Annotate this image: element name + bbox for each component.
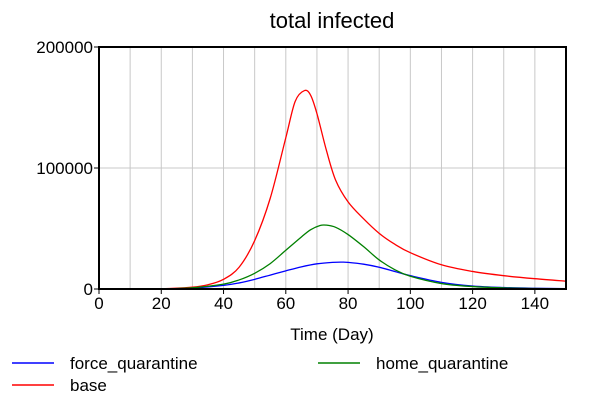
series-lines (98, 89, 567, 290)
legend-label-base: base (70, 376, 107, 395)
legend-label-force-quarantine: force_quarantine (70, 354, 198, 373)
series-line-base (98, 89, 567, 290)
x-tick-label: 100 (396, 294, 424, 313)
x-tick-label: 20 (152, 294, 171, 313)
series-line-home-quarantine (98, 224, 567, 290)
series-line-force-quarantine (98, 261, 567, 290)
x-tick-label: 120 (458, 294, 486, 313)
x-tick-label: 40 (214, 294, 233, 313)
y-tick-label: 0 (84, 280, 93, 299)
axis-ticks: 0 20 40 60 80 100 120 140 0 100000 200000 (36, 38, 549, 313)
legend-label-home-quarantine: home_quarantine (376, 354, 508, 373)
x-tick-label: 60 (276, 294, 295, 313)
x-tick-label: 80 (339, 294, 358, 313)
x-tick-label: 140 (521, 294, 549, 313)
grid (99, 47, 566, 289)
x-axis-title: Time (Day) (290, 325, 373, 344)
x-tick-label: 0 (94, 294, 103, 313)
y-tick-label: 100000 (36, 159, 93, 178)
chart-title: total infected (270, 8, 395, 33)
y-tick-label: 200000 (36, 38, 93, 57)
